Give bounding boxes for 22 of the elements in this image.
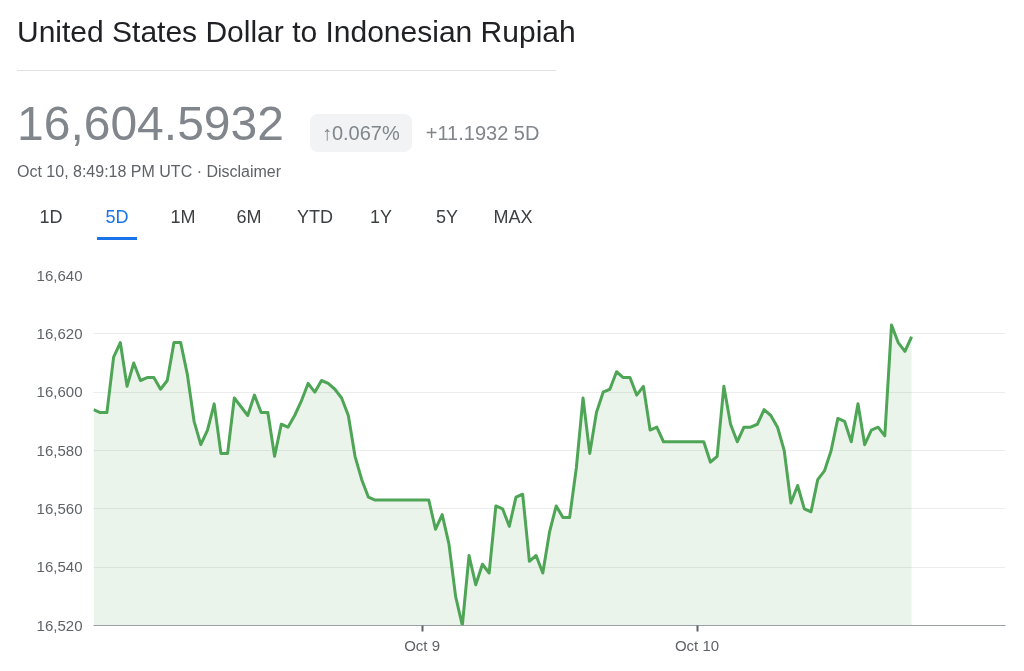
- text: MAX: [493, 206, 533, 229]
- text: 5D: [97, 205, 137, 240]
- y-tick-label: 16,580: [36, 441, 83, 459]
- text: ↑0.067%: [309, 114, 412, 152]
- y-tick-label: 16,520: [36, 616, 83, 634]
- text: YTD: [296, 206, 334, 229]
- y-tick-label: 16,540: [36, 558, 83, 576]
- x-tick-label: Oct 10: [674, 636, 720, 654]
- y-tick-label: 16,600: [36, 383, 83, 401]
- text: 1Y: [369, 206, 393, 229]
- text: 6M: [235, 206, 263, 229]
- chart-subtitle: 16,604.5932: [17, 97, 284, 150]
- text: 5Y: [435, 206, 459, 229]
- text: +11.1932 5D: [425, 122, 540, 144]
- y-tick-label: 16,560: [36, 499, 83, 517]
- text: 1D: [38, 206, 64, 229]
- text: Oct 10, 8:49:18 PM UTC · Disclaimer: [16, 161, 283, 182]
- text: 1M: [169, 206, 197, 229]
- chart-title: United States Dollar to Indonesian Rupiah: [16, 14, 576, 50]
- y-tick-label: 16,620: [36, 324, 83, 342]
- x-tick-label: Oct 9: [404, 636, 441, 654]
- y-tick-label: 16,640: [36, 266, 83, 284]
